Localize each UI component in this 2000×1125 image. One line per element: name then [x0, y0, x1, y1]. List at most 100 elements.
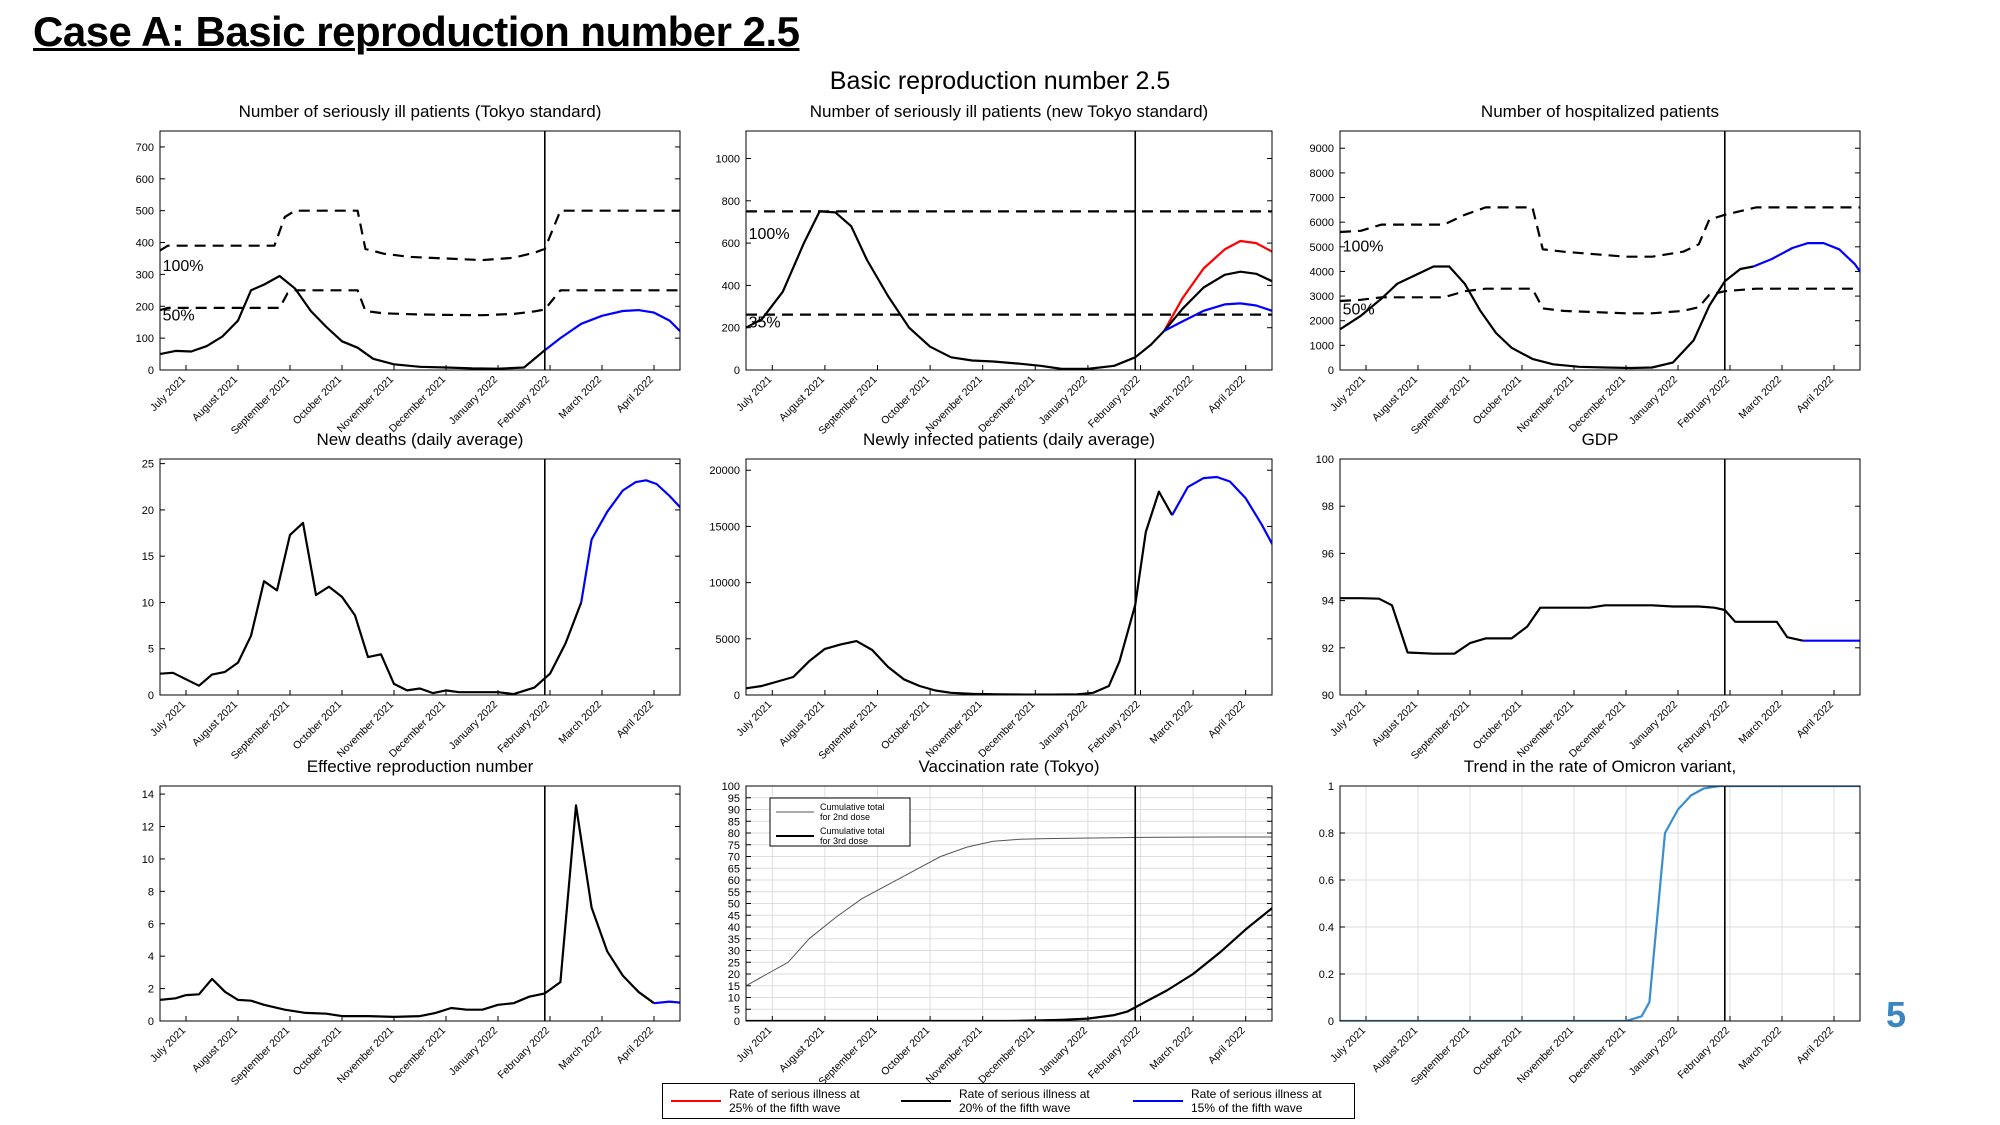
x-tick-label: October 2021: [879, 374, 933, 428]
threshold-label: 100%: [1343, 239, 1384, 256]
x-tick-label: December 2021: [387, 374, 448, 435]
x-tick-label: December 2021: [1567, 374, 1628, 435]
x-tick-label: October 2021: [1471, 374, 1525, 428]
chart-title: Number of seriously ill patients (new To…: [810, 102, 1208, 121]
y-tick-label: 600: [722, 238, 740, 250]
y-tick-label: 55: [728, 887, 740, 899]
y-tick-label: 25: [142, 459, 154, 471]
y-tick-label: 70: [728, 852, 740, 864]
series-line-6: [1163, 302, 1272, 332]
x-tick-label: April 2022: [1206, 1025, 1248, 1067]
y-tick-label: 15: [728, 981, 740, 993]
y-tick-label: 2: [148, 984, 154, 996]
x-tick-label: August 2021: [190, 374, 240, 424]
threshold-label: 100%: [163, 258, 204, 275]
x-tick-label: August 2021: [190, 699, 240, 749]
x-tick-label: April 2022: [614, 699, 656, 741]
x-tick-label: August 2021: [777, 699, 827, 749]
x-tick-label: March 2022: [1736, 699, 1784, 747]
y-tick-label: 10: [142, 854, 154, 866]
series-line-1: [746, 490, 1174, 695]
inner-legend-label: for 3rd dose: [820, 836, 868, 846]
x-tick-label: July 2021: [734, 374, 774, 414]
series-line-3: [160, 289, 680, 317]
y-tick-label: 0.4: [1319, 922, 1334, 934]
y-tick-label: 0.6: [1319, 875, 1334, 887]
chart-panel-8: Vaccination rate (Tokyo) 0510152025303540…: [722, 757, 1273, 1088]
plot-frame: [159, 785, 681, 1022]
x-tick-label: October 2021: [291, 699, 345, 753]
x-tick-label: January 2022: [1627, 374, 1681, 428]
x-tick-label: February 2022: [495, 374, 552, 431]
chart-title: Effective reproduction number: [307, 757, 534, 776]
y-tick-label: 0: [734, 690, 740, 702]
chart-panel-3: Number of hospitalized patients 0 1000 2000…: [1310, 102, 1861, 437]
legend-swatch-blue: [1133, 1100, 1183, 1102]
y-tick-label: 100: [136, 333, 154, 345]
y-tick-label: 9000: [1310, 143, 1334, 155]
x-tick-label: December 2021: [1567, 1025, 1628, 1086]
y-tick-label: 800: [722, 196, 740, 208]
x-tick-label: April 2022: [1794, 699, 1836, 741]
y-tick-label: 30: [728, 946, 740, 958]
y-tick-label: 12: [142, 822, 154, 834]
x-tick-label: December 2021: [976, 374, 1037, 435]
inner-legend-label: Cumulative total: [820, 802, 885, 812]
y-tick-label: 20000: [709, 465, 740, 477]
series-line-2: [746, 906, 1272, 1021]
x-tick-label: February 2022: [1675, 1025, 1732, 1082]
y-tick-label: 6000: [1310, 217, 1334, 229]
x-tick-label: July 2021: [734, 1025, 774, 1065]
y-tick-label: 7000: [1310, 193, 1334, 205]
x-tick-label: July 2021: [148, 374, 188, 414]
y-tick-label: 1000: [1310, 340, 1334, 352]
x-tick-label: July 2021: [734, 699, 774, 739]
y-tick-label: 15: [142, 551, 154, 563]
chart-title: New deaths (daily average): [317, 430, 524, 449]
y-tick-label: 25: [728, 957, 740, 969]
threshold-label: 35%: [749, 315, 781, 332]
x-tick-label: April 2022: [1794, 1025, 1836, 1067]
y-tick-label: 0: [148, 1016, 154, 1028]
y-tick-label: 10: [142, 597, 154, 609]
legend-swatch-red: [671, 1100, 721, 1102]
chart-title: Number of seriously ill patients (Tokyo …: [239, 102, 602, 121]
y-tick-label: 600: [136, 174, 154, 186]
legend-label-20pct: Rate of serious illness at 20% of the fif…: [959, 1087, 1090, 1115]
chart-panel-5: Newly infected patients (daily average) 0…: [709, 430, 1273, 762]
chart-panel-4: New deaths (daily average) 0 5 10 15 20 25 July…: [142, 430, 681, 762]
x-tick-label: December 2021: [387, 699, 448, 760]
series-line-5: [1163, 270, 1272, 332]
y-tick-label: 5: [148, 644, 154, 656]
inner-legend-label: Cumulative total: [820, 826, 885, 836]
series-line-4: [544, 309, 680, 352]
y-tick-label: 100: [1316, 454, 1334, 466]
y-tick-label: 0: [148, 690, 154, 702]
chart-panel-9: Trend in the rate of Omicron variant, 0 0.…: [1319, 757, 1861, 1088]
plot-frame: [1339, 130, 1861, 371]
y-tick-label: 40: [728, 922, 740, 934]
x-tick-label: January 2022: [1037, 1025, 1091, 1079]
x-tick-label: July 2021: [1328, 699, 1368, 739]
x-tick-label: March 2022: [1148, 1025, 1196, 1073]
y-tick-label: 5000: [716, 634, 740, 646]
x-tick-label: February 2022: [495, 1025, 552, 1082]
chart-panel-7: Effective reproduction number 0 2 4 6 8 10 12 14…: [142, 757, 681, 1088]
y-tick-label: 300: [136, 269, 154, 281]
y-tick-label: 85: [728, 816, 740, 828]
x-tick-label: March 2022: [1148, 374, 1196, 422]
series-line-3: [1340, 287, 1860, 315]
series-line-1: [160, 521, 583, 695]
y-tick-label: 90: [728, 805, 740, 817]
y-tick-label: 50: [728, 899, 740, 911]
series-line-1: [160, 804, 655, 1019]
series-line-2: [653, 1000, 680, 1005]
chart-panel-1: Number of seriously ill patients (Tokyo …: [136, 102, 681, 437]
y-tick-label: 98: [1322, 501, 1334, 513]
series-line-4: [1752, 242, 1860, 274]
plot-frame: [159, 130, 681, 371]
x-tick-label: January 2022: [447, 699, 501, 753]
y-tick-label: 65: [728, 863, 740, 875]
